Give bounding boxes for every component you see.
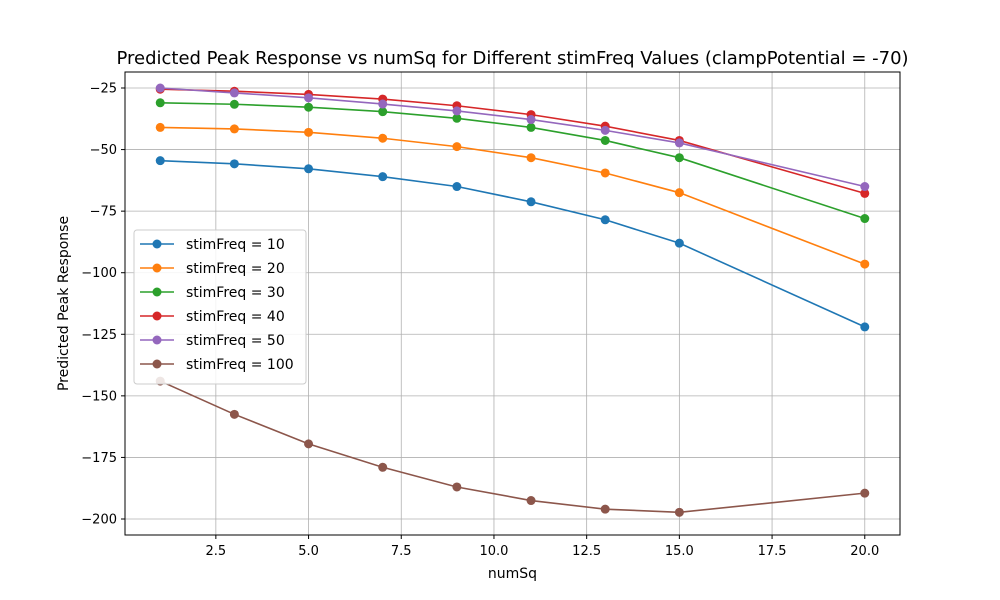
- data-point: [860, 322, 870, 332]
- legend-item: stimFreq = 30: [140, 285, 285, 301]
- y-tick-label: −175: [81, 451, 117, 466]
- data-point: [155, 122, 165, 132]
- data-point: [452, 142, 462, 152]
- data-point: [600, 135, 610, 145]
- series-1: [155, 122, 870, 269]
- series-2: [155, 98, 870, 224]
- x-tick-label: 12.5: [572, 544, 601, 559]
- data-point: [304, 93, 314, 103]
- data-point: [860, 188, 870, 198]
- y-tick-label: −100: [81, 266, 117, 281]
- data-point: [526, 115, 536, 125]
- legend-label: stimFreq = 40: [186, 309, 285, 325]
- data-point: [600, 504, 610, 514]
- data-point: [229, 159, 239, 169]
- x-tick-label: 5.0: [298, 544, 319, 559]
- legend-label: stimFreq = 50: [186, 333, 285, 349]
- legend: stimFreq = 10 stimFreq = 20 stimFreq = 30 s…: [133, 229, 307, 385]
- data-point: [674, 238, 684, 248]
- data-point: [600, 215, 610, 225]
- data-point: [304, 127, 314, 137]
- legend-item: stimFreq = 20: [140, 261, 285, 277]
- legend-marker: [152, 311, 162, 321]
- data-point: [674, 138, 684, 148]
- legend-marker: [152, 359, 162, 369]
- data-point: [452, 482, 462, 492]
- data-point: [229, 409, 239, 419]
- legend-box: [133, 229, 307, 385]
- legend-item: stimFreq = 40: [140, 309, 285, 325]
- data-point: [229, 124, 239, 134]
- data-point: [229, 88, 239, 98]
- y-tick-label: −125: [81, 328, 117, 343]
- data-point: [526, 197, 536, 207]
- x-tick-label: 20.0: [850, 544, 879, 559]
- data-point: [229, 99, 239, 109]
- x-tick-label: 17.5: [758, 544, 787, 559]
- chart-title: Predicted Peak Response vs numSq for Dif…: [116, 48, 908, 69]
- data-point: [860, 488, 870, 498]
- x-tick-label: 7.5: [391, 544, 412, 559]
- data-point: [860, 182, 870, 192]
- legend-label: stimFreq = 100: [186, 357, 294, 373]
- data-point: [155, 98, 165, 108]
- series-4: [155, 83, 870, 192]
- data-point: [600, 168, 610, 178]
- data-point: [378, 462, 388, 472]
- data-point: [155, 156, 165, 166]
- y-tick-label: −150: [81, 389, 117, 404]
- legend-item: stimFreq = 100: [140, 357, 294, 373]
- data-point: [526, 496, 536, 506]
- legend-item: stimFreq = 10: [140, 237, 285, 253]
- data-point: [674, 507, 684, 517]
- y-tick-label: −25: [90, 82, 117, 97]
- data-point: [155, 83, 165, 93]
- series-group: [155, 83, 870, 517]
- legend-label: stimFreq = 30: [186, 285, 285, 301]
- data-point: [378, 133, 388, 143]
- data-point: [860, 259, 870, 269]
- legend-label: stimFreq = 10: [186, 237, 285, 253]
- legend-marker: [152, 335, 162, 345]
- y-tick-label: −200: [81, 512, 117, 527]
- data-point: [526, 153, 536, 163]
- x-tick-label: 2.5: [206, 544, 227, 559]
- data-point: [378, 107, 388, 117]
- data-point: [378, 99, 388, 109]
- legend-label: stimFreq = 20: [186, 261, 285, 277]
- data-point: [304, 164, 314, 174]
- x-tick-label: 15.0: [665, 544, 694, 559]
- data-point: [526, 122, 536, 132]
- data-point: [452, 113, 462, 123]
- data-point: [304, 102, 314, 112]
- y-axis-label: Predicted Peak Response: [56, 216, 72, 391]
- grid: [125, 72, 900, 535]
- data-point: [674, 188, 684, 198]
- data-point: [860, 214, 870, 224]
- series-0: [155, 156, 870, 332]
- y-tick-label: −75: [90, 205, 117, 220]
- data-point: [452, 182, 462, 192]
- plot-frame: [124, 71, 901, 536]
- x-tick-label: 10.0: [479, 544, 508, 559]
- legend-marker: [152, 239, 162, 249]
- legend-marker: [152, 287, 162, 297]
- y-tick-label: −50: [90, 143, 117, 158]
- legend-marker: [152, 263, 162, 273]
- legend-item: stimFreq = 50: [140, 333, 285, 349]
- ticks: 2.5 5.0 7.5 10.0 12.5 15.0 17.5 20.0 −200 −175 −15…: [81, 82, 879, 559]
- data-point: [674, 153, 684, 163]
- data-point: [304, 439, 314, 449]
- x-axis-label: numSq: [488, 566, 537, 582]
- data-point: [452, 106, 462, 116]
- data-point: [378, 172, 388, 182]
- data-point: [600, 125, 610, 135]
